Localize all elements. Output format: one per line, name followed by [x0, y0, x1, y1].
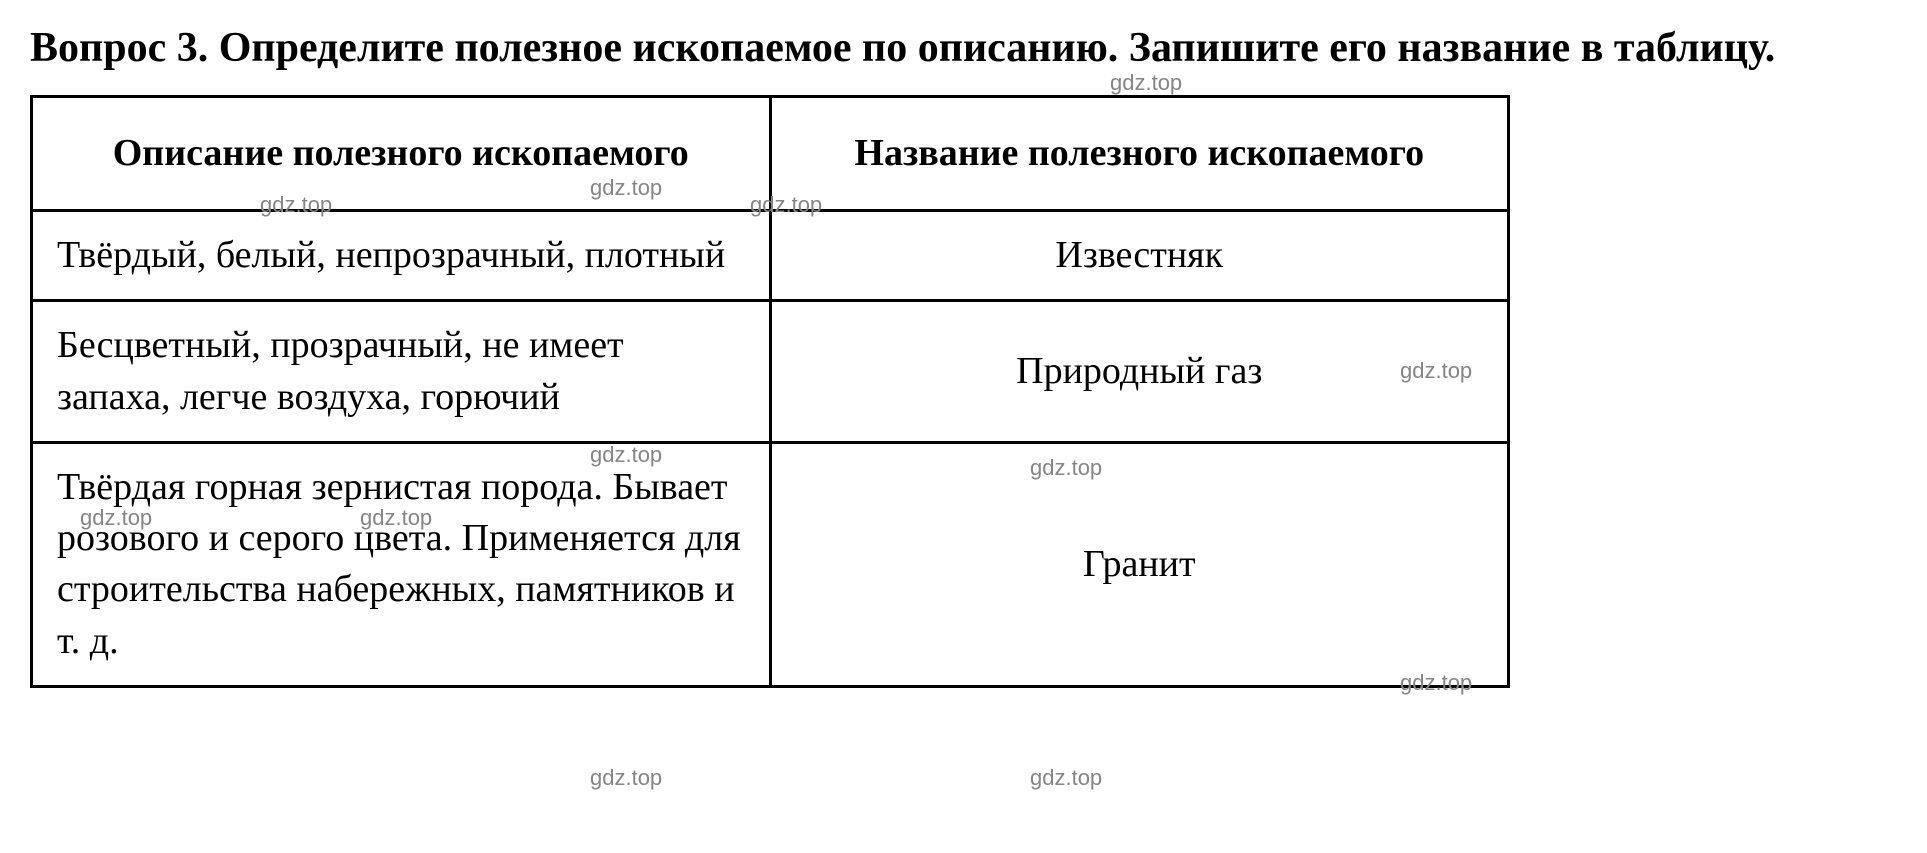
table-row: Твёрдая горная зернистая порода. Бывает … — [32, 442, 1509, 686]
header-description: Описание полезного ископаемого — [32, 96, 771, 210]
cell-description: Твёрдая горная зернистая порода. Бывает … — [32, 442, 771, 686]
page-container: Вопрос 3. Определите полезное ископаемое… — [30, 20, 1897, 688]
watermark-text: gdz.top — [1030, 765, 1102, 791]
question-title: Вопрос 3. Определите полезное ископаемое… — [30, 20, 1897, 77]
header-name: Название полезного ископаемого — [770, 96, 1509, 210]
cell-name: Известняк — [770, 210, 1509, 300]
cell-description: Бесцветный, прозрачный, не имеет запаха,… — [32, 301, 771, 443]
table-row: Бесцветный, прозрачный, не имеет запаха,… — [32, 301, 1509, 443]
minerals-table: Описание полезного ископаемого Название … — [30, 95, 1510, 688]
table-header-row: Описание полезного ископаемого Название … — [32, 96, 1509, 210]
cell-name: Гранит — [770, 442, 1509, 686]
table-row: Твёрдый, белый, непрозрачный, плотный Из… — [32, 210, 1509, 300]
cell-name: Природный газ — [770, 301, 1509, 443]
cell-description: Твёрдый, белый, непрозрачный, плотный — [32, 210, 771, 300]
watermark-text: gdz.top — [590, 765, 662, 791]
